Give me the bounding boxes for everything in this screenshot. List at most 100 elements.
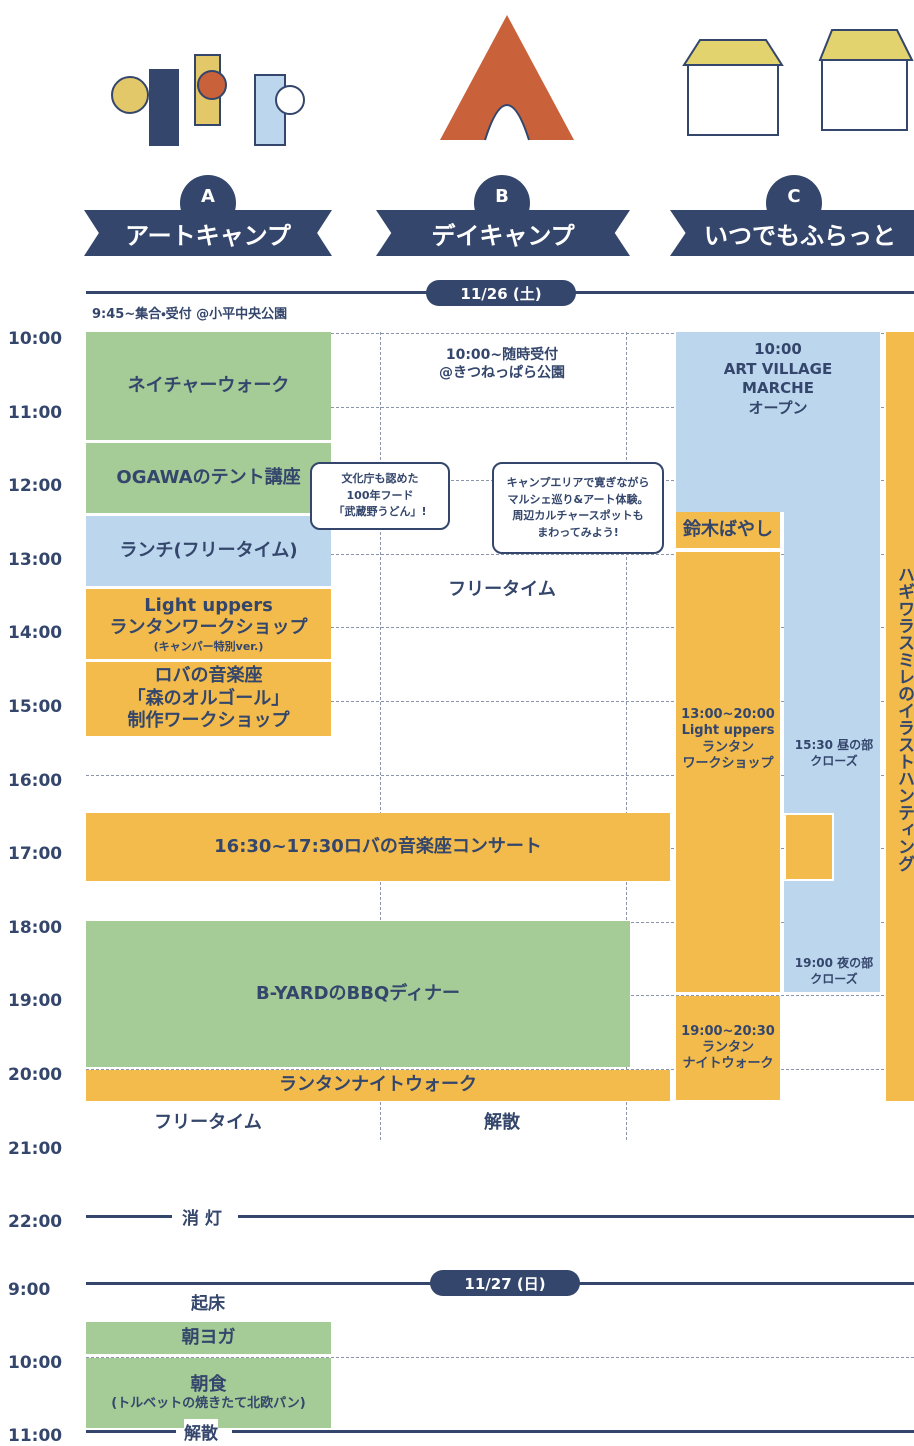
label: 起床 (191, 1294, 225, 1314)
time-label: 10:00 (8, 329, 63, 349)
label: 10:00 ART VILLAGE MARCHE オープン (710, 340, 846, 418)
note: 9:45~集合・受付 @小平中央公園 (92, 307, 288, 322)
event-text: 13:00~20:00 (681, 707, 775, 722)
event-text: 朝ヨガ (181, 1326, 236, 1348)
event-text: ロバの音楽座 (154, 665, 263, 687)
event: 13:00~20:00 Light uppers ランタン ワークショップ (676, 552, 780, 992)
time-label: 10:00 (8, 1353, 63, 1373)
time-label: 9:00 (8, 1280, 51, 1300)
time-label: 16:00 (8, 770, 63, 791)
grid-line (86, 627, 914, 629)
bubble-line: 100年フード (346, 488, 414, 502)
column-divider (626, 332, 627, 1140)
event-text: 16:30~17:30ロバの音楽座コンサート (214, 835, 542, 857)
event-text: (トルベットの焼きたて北欧パン) (111, 1396, 306, 1412)
event-text: 朝食 (190, 1373, 227, 1395)
event: Light uppers ランタンワークショップ (キャンパー特別ver.) (86, 589, 331, 659)
column-divider (380, 332, 381, 1140)
rule (86, 1430, 176, 1433)
event-text: ランタンナイトウォーク (279, 1074, 477, 1096)
marche-area (784, 332, 880, 992)
time-label: 11:00 (8, 402, 63, 423)
label: 10:00~随時受付 @きつねっぱら公園 (439, 346, 565, 382)
date-pill: 11/27 (日) (430, 1270, 580, 1296)
speech-bubble: 文化庁も認めた 100年フード 「武蔵野うどん」! (310, 462, 450, 530)
event: 朝食 (トルベットの焼きたて北欧パン) (86, 1358, 331, 1428)
time-label: 20:00 (8, 1065, 63, 1085)
time-label: 14:00 (8, 623, 63, 644)
event-text: ランチ(フリータイム) (119, 539, 298, 561)
event-text: (キャンパー特別ver.) (153, 639, 264, 653)
label-line: オープン (748, 398, 808, 417)
label: 19:00 夜の部 クローズ (795, 956, 873, 987)
event: 鈴木ばやし (676, 512, 780, 548)
bubble-line: 文化庁も認めた (341, 472, 419, 486)
column-title: デイキャンプ (376, 210, 630, 256)
bubble-line: まわってみよう! (537, 525, 619, 539)
event: 19:00~20:30 ランタン ナイトウォーク (676, 996, 780, 1100)
label-line: 10:00~随時受付 (445, 347, 559, 363)
time-label: 22:00 (8, 1212, 63, 1233)
rule (238, 1215, 914, 1218)
event: ネイチャーウォーク (86, 332, 331, 440)
label: 解散 (484, 1112, 520, 1133)
event-text: ワークショップ (682, 755, 774, 771)
speech-bubble: キャンプエリアで寛ぎながら マルシェ巡り&アート体験。 周辺カルチャースポットも まわ… (492, 462, 664, 554)
time-label: 17:00 (8, 844, 63, 865)
label: 15:30 昼の部 クローズ (795, 738, 873, 769)
event-text: ランタン (701, 1039, 754, 1055)
grid-line (86, 333, 914, 334)
bubble-line: マルシェ巡り&アート体験。 (507, 492, 649, 506)
bubble-line: 周辺カルチャースポットも (512, 509, 644, 522)
grid-line (86, 701, 914, 702)
time-label: 21:00 (8, 1138, 63, 1159)
event-text: ハギワラスミレのイラストハンティング (894, 565, 914, 872)
label-line: 10:00 (754, 340, 802, 358)
event-text: ナイトウォーク (682, 1056, 774, 1072)
event-text: ランタンワークショップ (109, 617, 308, 639)
grid-line (86, 774, 914, 776)
event-text: 「森のオルゴール」 (127, 687, 290, 709)
rule (86, 1215, 172, 1218)
column-title: アートキャンプ (84, 210, 332, 256)
grid-line (86, 553, 914, 555)
event: 朝ヨガ (86, 1322, 331, 1354)
time-label: 15:00 (8, 697, 63, 717)
event: B-YARDのBBQディナー (86, 921, 630, 1067)
label: フリータイム (154, 1112, 262, 1133)
event: OGAWAのテント講座 (86, 443, 331, 513)
event: ハギワラスミレのイラストハンティング (886, 332, 914, 1101)
label-line: ART VILLAGE MARCHE (723, 359, 833, 398)
date-pill: 11/26 (土) (426, 280, 576, 306)
event: ランチ(フリータイム) (86, 516, 331, 586)
event-text: 制作ワークショップ (127, 710, 290, 732)
label: 解散 (184, 1419, 218, 1444)
event-text: 鈴木ばやし (683, 518, 773, 540)
label-line: クローズ (810, 753, 858, 768)
label-line: 15:30 昼の部 (794, 738, 874, 752)
event-text: ランタン (701, 739, 754, 755)
illustrations (111, 15, 914, 146)
column-title: いつでもふらっと (670, 210, 914, 256)
event-text: OGAWAのテント講座 (116, 466, 301, 488)
event-text: B-YARDのBBQディナー (255, 982, 461, 1004)
event-text: Light uppers (144, 594, 273, 616)
grid-line (86, 1069, 914, 1070)
grid-line (86, 406, 914, 408)
grid-line (86, 1357, 914, 1358)
event-text: ネイチャーウォーク (127, 374, 290, 396)
time-label: 18:00 (8, 917, 63, 938)
time-label: 13:00 (8, 549, 63, 570)
event: ロバの音楽座 「森のオルゴール」 制作ワークショップ (86, 662, 331, 736)
event-text: Light uppers (681, 723, 775, 739)
event-text: 19:00~20:30 (681, 1023, 775, 1039)
bubble-line: 「武蔵野うどん」! (333, 505, 427, 519)
bubble-line: キャンプエリアで寛ぎながら (506, 476, 650, 489)
time-label: 12:00 (8, 476, 63, 497)
label-line: クローズ (810, 971, 858, 986)
event: ランタンナイトウォーク (86, 1070, 670, 1101)
label-line: 19:00 夜の部 (794, 956, 874, 970)
time-label: 19:00 (8, 991, 63, 1012)
label: 消 灯 (182, 1209, 222, 1229)
